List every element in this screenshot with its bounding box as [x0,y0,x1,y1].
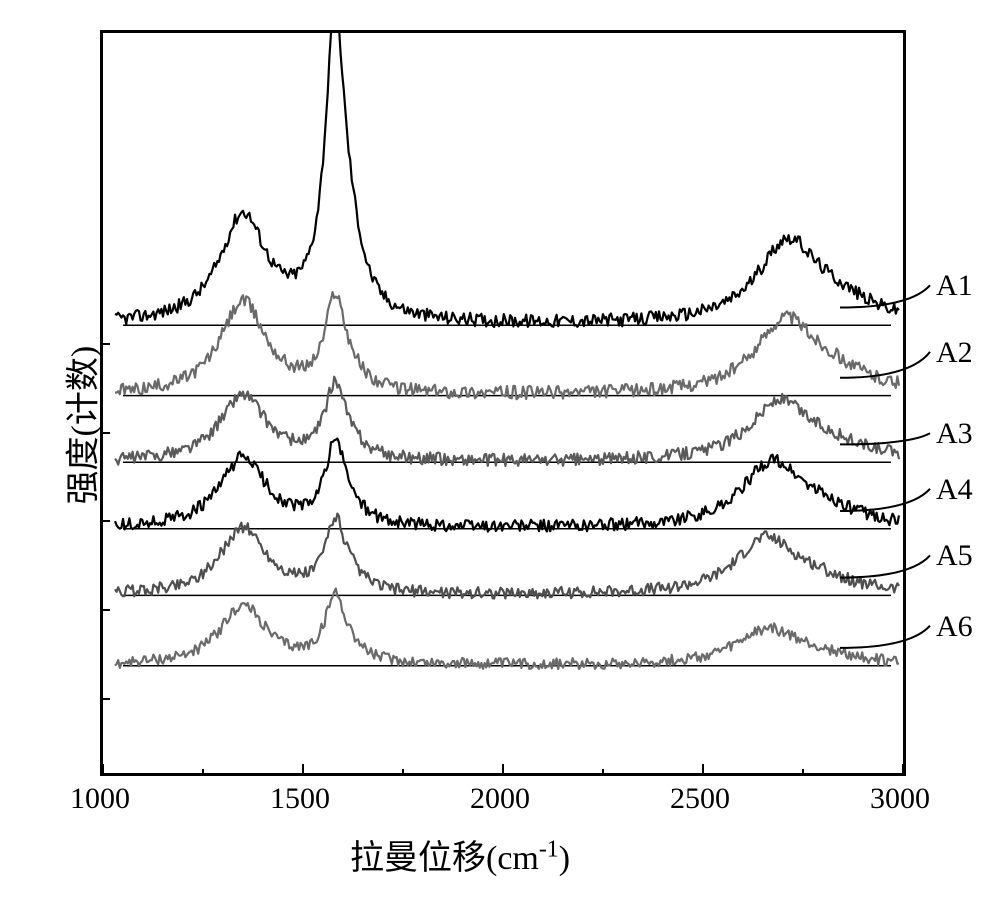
series-label-A3: A3 [936,417,973,451]
x-tick-label: 1500 [270,782,330,816]
spectrum-A6 [115,589,899,670]
x-axis-label: 拉曼位移(cm-1) [350,830,570,879]
spectrum-A5 [115,514,899,599]
x-tick-label: 3000 [870,782,930,816]
series-label-A6: A6 [936,610,973,644]
x-axis-label-sup: -1 [539,837,559,863]
series-label-A2: A2 [936,336,973,370]
raman-chart: 强度(计数) 拉曼位移(cm-1) 1000 1500 2000 2500 3000 A1… [0,0,1000,905]
x-tick-label: 2000 [470,782,530,816]
y-axis-label: 强度(计数) [56,305,105,505]
series-label-A1: A1 [936,269,973,303]
spectrum-A2 [115,292,899,399]
x-axis-label-suffix: ) [559,840,570,877]
series-label-A4: A4 [936,473,973,507]
x-tick-label: 2500 [670,782,730,816]
spectra-svg [103,33,903,773]
x-tick-label: 1000 [70,782,130,816]
plot-area [100,30,906,776]
spectrum-A1 [115,33,899,327]
x-axis-label-text: 拉曼位移(cm [350,840,539,877]
spectrum-A4 [115,439,899,532]
series-label-A5: A5 [936,539,973,573]
